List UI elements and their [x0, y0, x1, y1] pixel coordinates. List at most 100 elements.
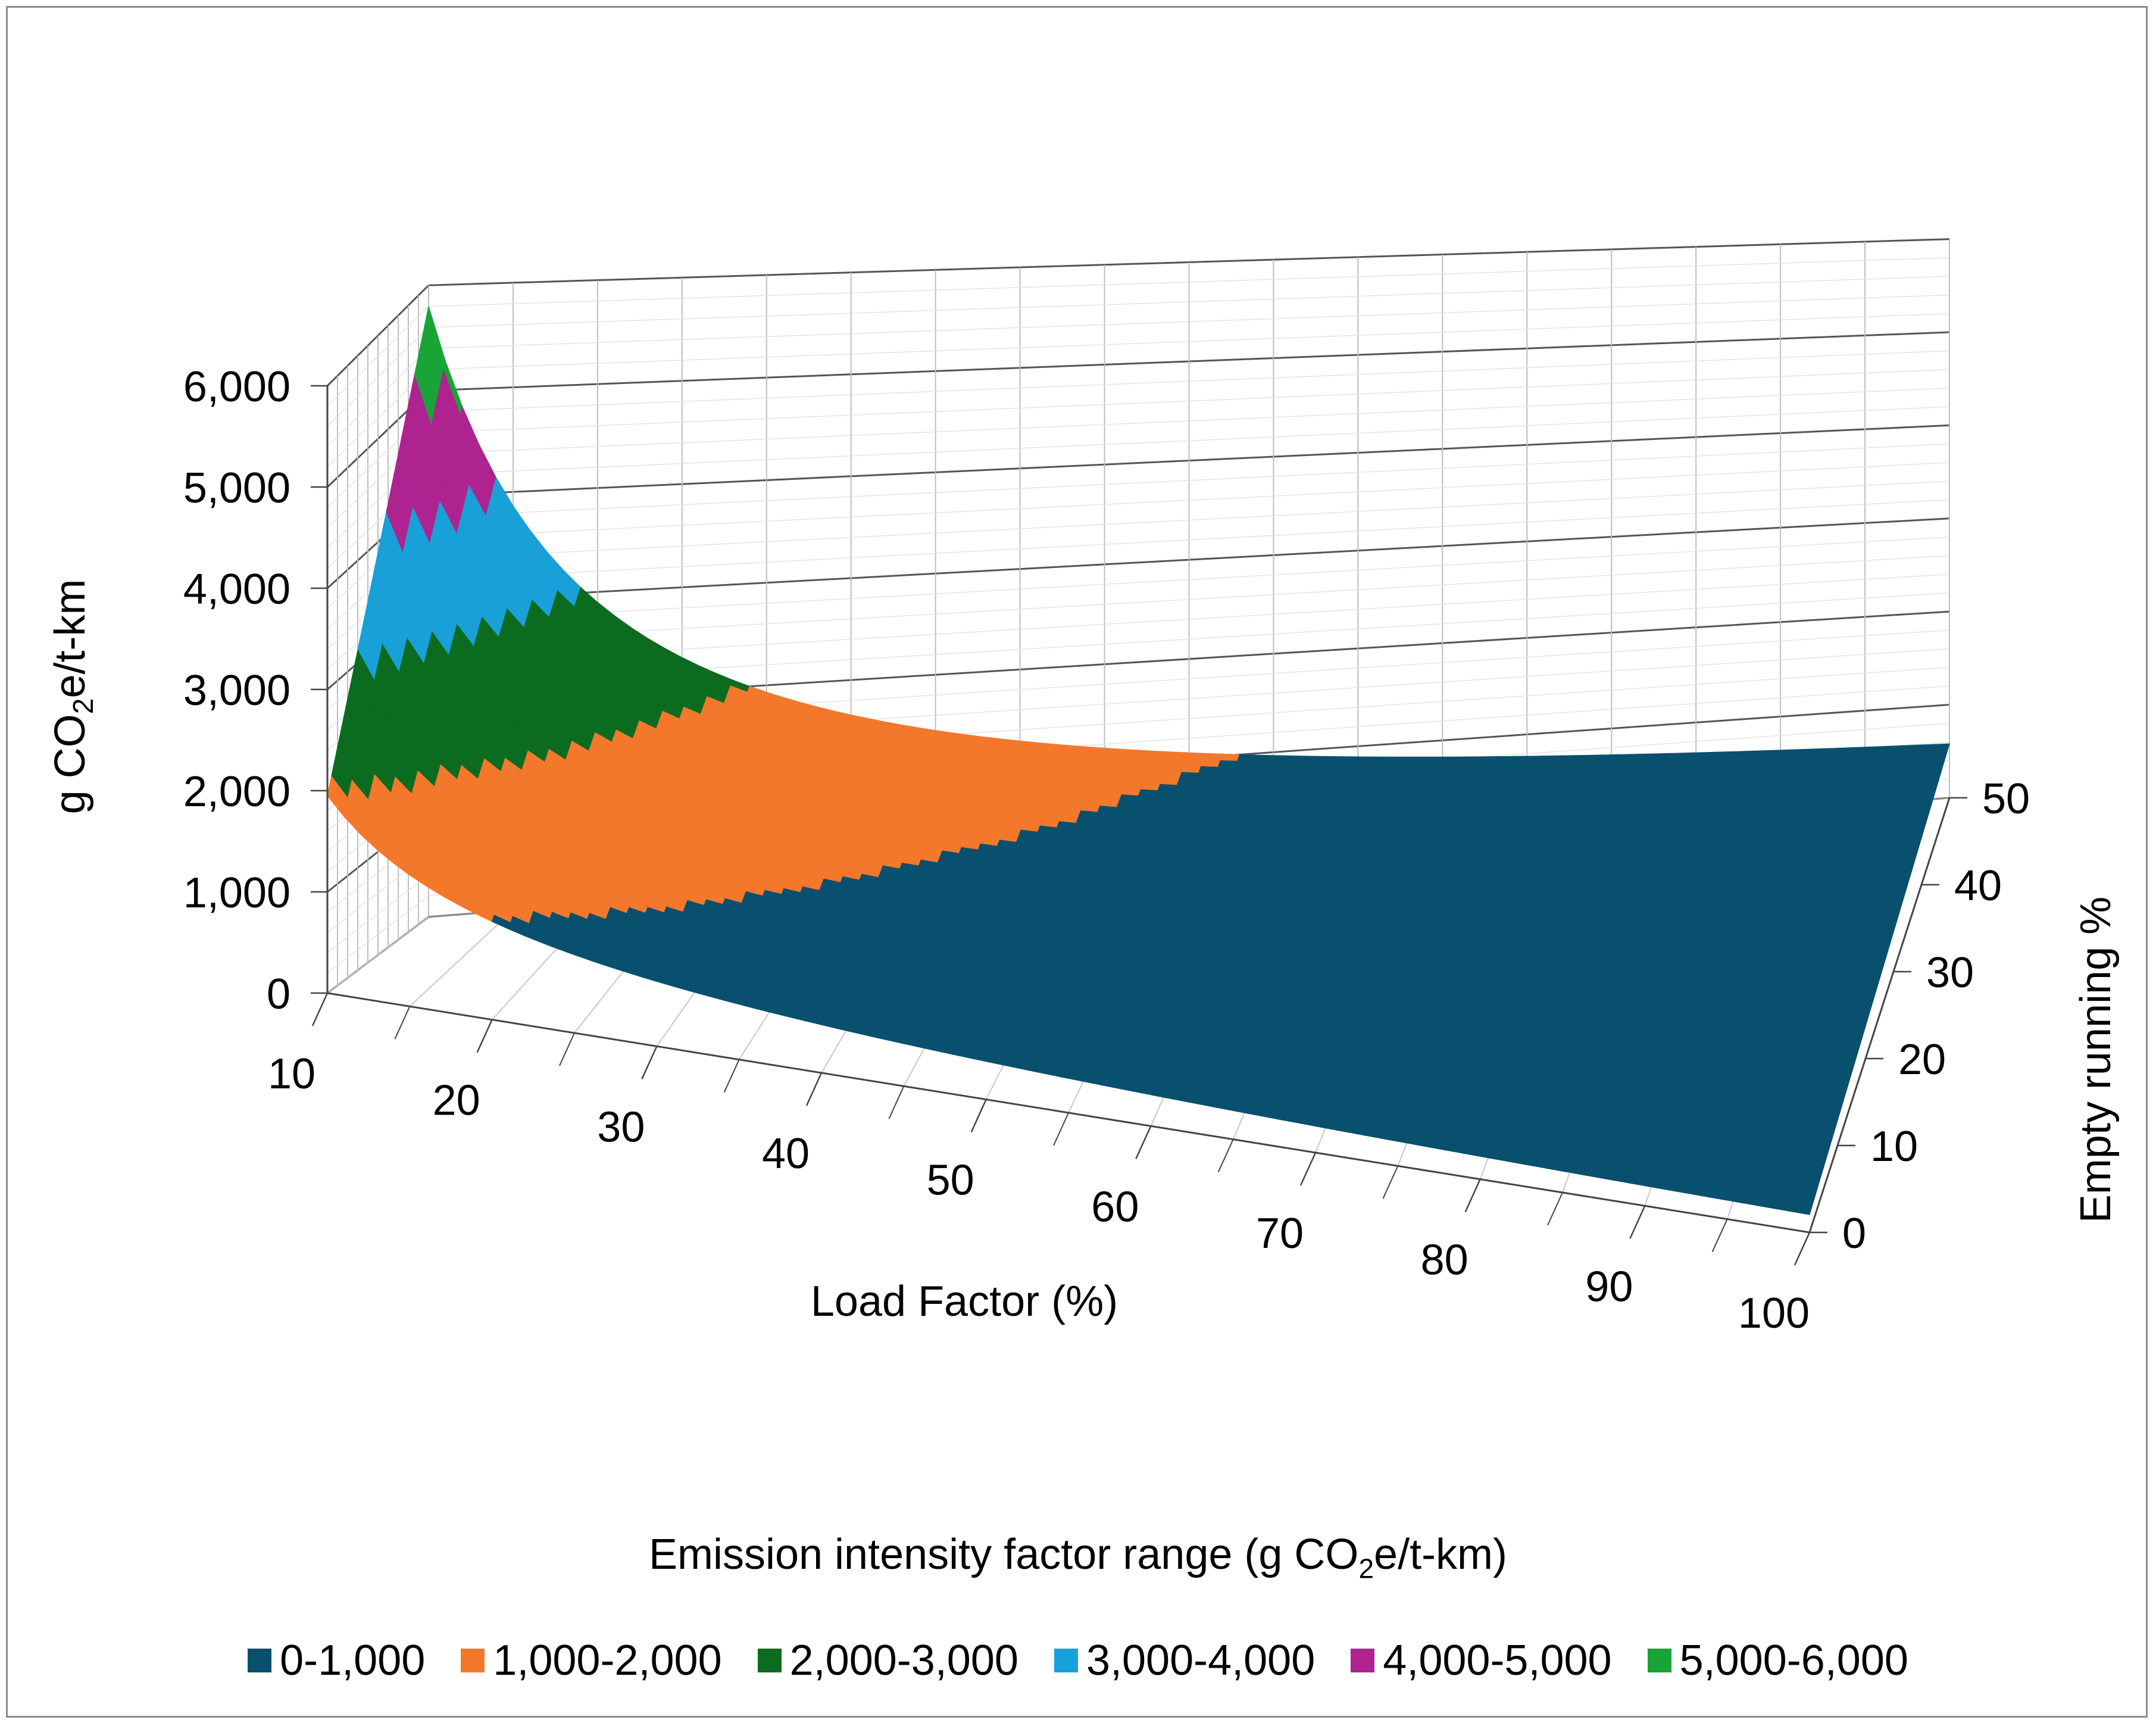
surface-cell [1356, 850, 1377, 859]
surface-cell [1423, 853, 1444, 863]
surface-cell [1773, 981, 1794, 992]
surface-cell [1584, 933, 1605, 944]
surface-cell [1473, 855, 1494, 864]
surface-cell [1861, 746, 1883, 757]
surface-cell [1870, 773, 1891, 784]
surface-cell [1293, 832, 1314, 841]
surface-cell [1479, 839, 1499, 849]
surface-cell [1731, 898, 1752, 909]
surface-cell [1764, 899, 1785, 910]
legend-item: 4,000-5,000 [1351, 1636, 1612, 1685]
surface-plot: 1020304050607080901000102030405001,0002,… [46, 238, 2120, 1337]
surface-cell [1786, 775, 1807, 785]
surface-cell [1277, 782, 1298, 791]
surface-cell [1248, 768, 1270, 776]
surface-cell [1507, 756, 1528, 765]
surface-cell [1668, 828, 1689, 837]
surface-cell [1921, 772, 1942, 782]
surface-cell [1605, 867, 1626, 878]
x-minor-tick [1382, 1165, 1399, 1199]
surface-cell [1460, 794, 1481, 803]
surface-cell [1524, 857, 1545, 867]
surface-cell [1860, 920, 1880, 932]
surface-cell [1779, 963, 1799, 974]
surface-cell [1464, 832, 1485, 841]
surface-cell [1679, 794, 1700, 804]
surface-cell [1757, 758, 1779, 769]
surface-cell [1719, 828, 1740, 838]
y-axis-line [1808, 797, 1951, 1233]
surface-cell [1647, 894, 1668, 905]
surface-cell [1774, 758, 1795, 768]
surface-cell [1614, 943, 1635, 954]
surface-cell [1335, 763, 1357, 772]
surface-cell [1655, 869, 1676, 879]
surface-cell [1490, 856, 1511, 865]
surface-cell [1635, 827, 1656, 837]
surface-cell [1858, 755, 1880, 766]
surface-cell [1801, 1001, 1822, 1013]
surface-cell [1280, 776, 1301, 785]
surface-cell [1335, 813, 1355, 822]
surface-cell [1784, 945, 1805, 956]
surface-cell [1248, 816, 1269, 825]
surface-cell [1785, 1000, 1805, 1012]
legend-swatch [248, 1649, 272, 1672]
y-tick-label: 30 [1926, 949, 1974, 997]
surface-cell [1545, 794, 1566, 804]
surface-cell [1486, 919, 1507, 929]
surface-cell [1895, 856, 1917, 867]
surface-cell [1550, 931, 1571, 941]
surface-cell [1326, 791, 1346, 800]
surface-cell [1736, 828, 1757, 838]
surface-cell [1645, 903, 1666, 913]
surface-cell [1313, 826, 1334, 835]
surface-cell [1673, 760, 1694, 770]
surface-cell [1358, 842, 1379, 852]
surface-cell [1183, 759, 1204, 767]
surface-cell [1757, 979, 1777, 991]
surface-cell [1706, 923, 1727, 934]
surface-cell [1588, 867, 1609, 877]
surface-cell [1580, 891, 1601, 901]
surface-cell [1179, 772, 1199, 781]
surface-cell [1764, 845, 1785, 856]
surface-cell [1383, 771, 1404, 779]
surface-cell [1795, 909, 1816, 920]
surface-cell [1617, 778, 1638, 788]
surface-cell [1224, 787, 1245, 796]
surface-cell [1376, 792, 1397, 801]
surface-cell [1385, 814, 1406, 823]
y-tick-label: 0 [1842, 1210, 1866, 1257]
surface-cell [1724, 810, 1745, 820]
surface-cell [1443, 892, 1464, 902]
surface-cell [1491, 801, 1513, 811]
surface-cell [1829, 855, 1849, 866]
surface-cell [1581, 786, 1602, 795]
surface-cell [1823, 873, 1844, 884]
surface-cell [1576, 802, 1596, 811]
surface-cell [1322, 848, 1343, 857]
surface-cell [1336, 856, 1357, 866]
surface-cell [1535, 873, 1556, 883]
surface-cell [1709, 914, 1730, 925]
surface-cell [1186, 752, 1207, 761]
surface-cell [1873, 931, 1894, 942]
surface-cell [1227, 781, 1248, 789]
surface-cell [1778, 854, 1799, 865]
surface-cell [1814, 846, 1835, 857]
surface-cell [1823, 928, 1844, 940]
surface-cell [1699, 836, 1720, 846]
surface-cell [1732, 951, 1752, 962]
surface-cell [1840, 929, 1861, 941]
surface-cell [1868, 893, 1889, 904]
surface-cell [1433, 823, 1454, 832]
surface-cell [1499, 879, 1520, 889]
surface-cell [1834, 1004, 1855, 1016]
surface-cell [1745, 907, 1766, 918]
surface-cell [1912, 744, 1933, 755]
surface-cell [1198, 766, 1218, 775]
surface-cell [1267, 810, 1288, 819]
surface-cell [1285, 762, 1305, 770]
surface-cell [1907, 763, 1928, 773]
